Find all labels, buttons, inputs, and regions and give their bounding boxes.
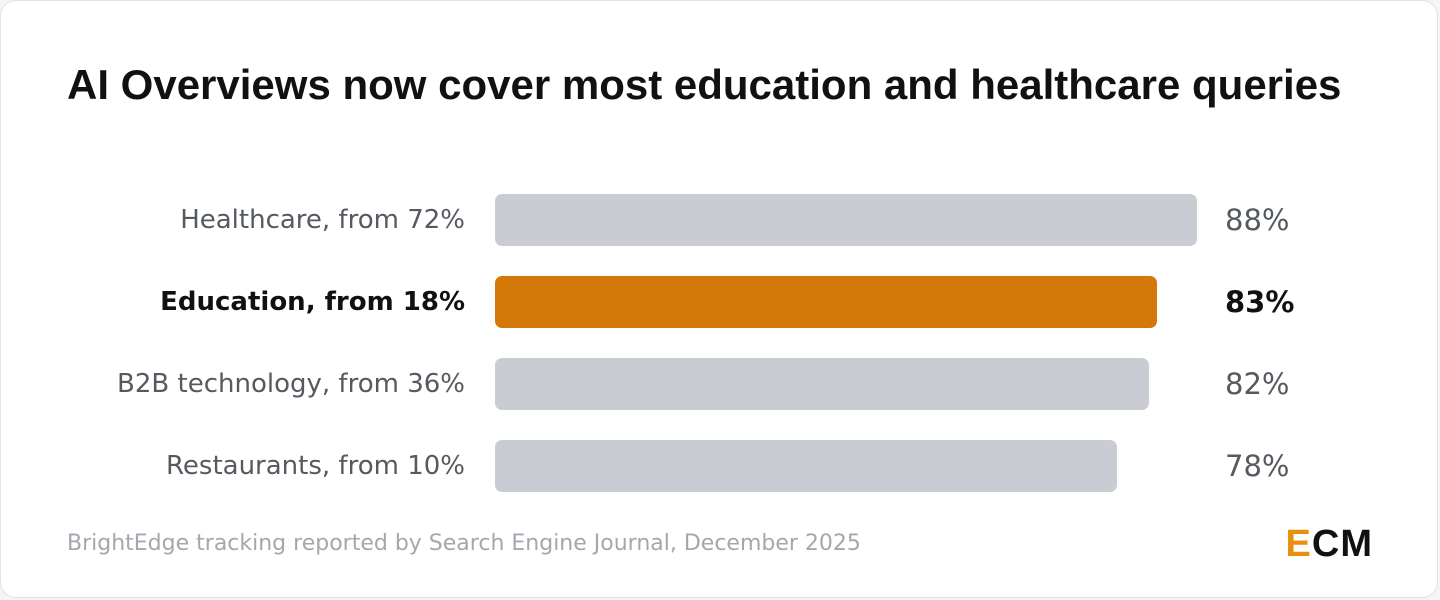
- logo-letters-cm: CM: [1311, 523, 1373, 565]
- bar-value-label: 83%: [1225, 285, 1295, 319]
- bar-value-label: 82%: [1225, 367, 1290, 401]
- source-note: BrightEdge tracking reported by Search E…: [67, 531, 861, 556]
- bar-label: Restaurants, from 10%: [166, 451, 465, 481]
- bar-label: Education, from 18%: [160, 287, 465, 317]
- bar: [495, 194, 1197, 246]
- bar-label: B2B technology, from 36%: [117, 369, 465, 399]
- logo-letter-e: E: [1285, 523, 1312, 565]
- bar-value-label: 88%: [1225, 203, 1290, 237]
- bar-value-label: 78%: [1225, 449, 1290, 483]
- bar-label: Healthcare, from 72%: [180, 205, 465, 235]
- ecm-logo: ECM: [1286, 523, 1373, 565]
- bar: [495, 276, 1158, 328]
- chart-title: AI Overviews now cover most education an…: [67, 61, 1342, 108]
- bar: [495, 358, 1150, 410]
- bar: [495, 440, 1118, 492]
